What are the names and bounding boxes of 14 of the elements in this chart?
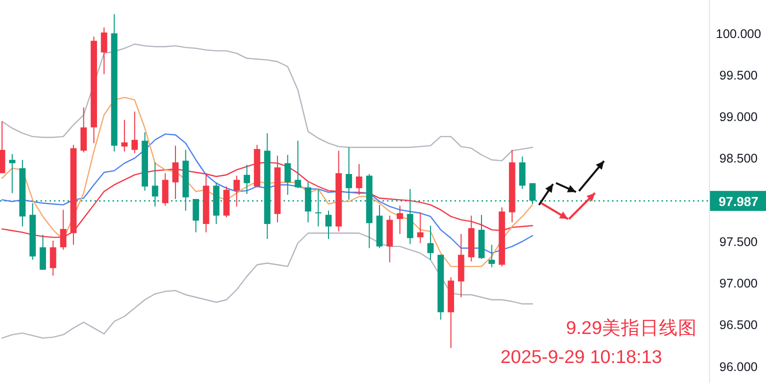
line-series bbox=[1, 232, 534, 339]
y-tick-label: 97.500 bbox=[719, 234, 758, 249]
y-tick-label: 100.000 bbox=[716, 26, 762, 41]
ref-line-label: 97.987 bbox=[718, 194, 758, 209]
title: 9.29美指日线图 bbox=[566, 317, 697, 338]
subtitle: 2025-9-29 10:18:13 bbox=[500, 346, 662, 367]
y-tick-label: 99.000 bbox=[719, 110, 758, 124]
line-series bbox=[1, 96, 534, 268]
y-tick-label: 96.500 bbox=[719, 318, 758, 332]
line-series bbox=[1, 133, 534, 254]
y-tick-label: 98.500 bbox=[719, 152, 758, 166]
y-tick-label: 97.000 bbox=[719, 276, 758, 291]
y-tick-label: 99.500 bbox=[719, 68, 758, 82]
y-tick-label: 96.000 bbox=[719, 360, 758, 374]
